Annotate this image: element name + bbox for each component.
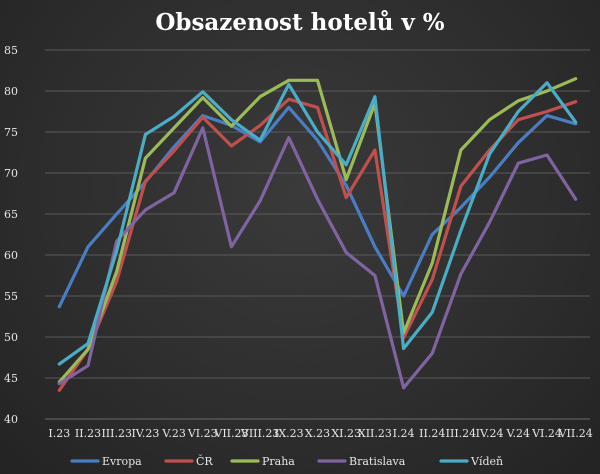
legend-item: ČR	[164, 454, 213, 468]
series-line-praha	[57, 77, 578, 384]
x-tick-label: VI.24	[531, 427, 562, 440]
legend-label: Evropa	[102, 455, 142, 468]
x-tick-label: III.24	[446, 427, 477, 440]
y-tick-label: 60	[4, 249, 18, 262]
x-tick-label: XI.23	[331, 427, 361, 440]
legend-label: Praha	[262, 455, 295, 468]
y-tick-label: 40	[4, 413, 18, 426]
legend-item: Vídeň	[439, 455, 503, 468]
series-line--r	[57, 97, 578, 392]
x-tick-label: V.23	[161, 427, 186, 440]
x-tick-label: IV.23	[131, 427, 159, 440]
x-tick-label: X.23	[305, 427, 330, 440]
x-tick-label: VII.23	[213, 427, 248, 440]
x-tick-label: I.24	[393, 427, 415, 440]
x-tick-label: V.24	[506, 427, 531, 440]
legend-label: Vídeň	[470, 455, 503, 468]
y-tick-label: 70	[4, 167, 18, 180]
legend: Evropa ČR Praha Bratislava Vídeň	[70, 454, 503, 468]
y-tick-label: 85	[4, 44, 18, 57]
y-tick-label: 45	[4, 372, 18, 385]
x-axis: I.23 II.23 III.23 IV.23 V.23 VI.23VII.23VIII.…	[48, 427, 592, 440]
y-tick-label: 55	[4, 290, 18, 303]
y-tick-label: 75	[4, 126, 18, 139]
series	[57, 77, 578, 392]
x-tick-label: IV.24	[476, 427, 504, 440]
x-tick-label: VIII.23	[240, 427, 279, 440]
x-tick-label: III.23	[101, 427, 132, 440]
legend-item: Praha	[230, 455, 295, 468]
chart-title: Obsazenost hotelů v %	[155, 9, 444, 36]
y-tick-label: 50	[4, 331, 18, 344]
series-line-v-de-	[57, 81, 578, 366]
y-tick-label: 80	[4, 85, 18, 98]
x-tick-label: II.23	[75, 427, 101, 440]
legend-item: Evropa	[70, 455, 142, 468]
x-tick-label: II.24	[419, 427, 445, 440]
x-tick-label: XII.23	[358, 427, 392, 440]
x-tick-label: I.23	[48, 427, 70, 440]
legend-item: Bratislava	[317, 455, 406, 468]
series-line-bratislava	[57, 126, 578, 390]
y-axis: 40 45 50 55 60 65 70 75 80 85	[4, 44, 18, 426]
legend-label: Bratislava	[349, 455, 406, 468]
y-tick-label: 65	[4, 208, 18, 221]
x-tick-label: IX.23	[274, 427, 304, 440]
x-tick-label: VI.23	[187, 427, 218, 440]
legend-label: ČR	[196, 454, 213, 468]
x-tick-label: VII.24	[558, 427, 593, 440]
